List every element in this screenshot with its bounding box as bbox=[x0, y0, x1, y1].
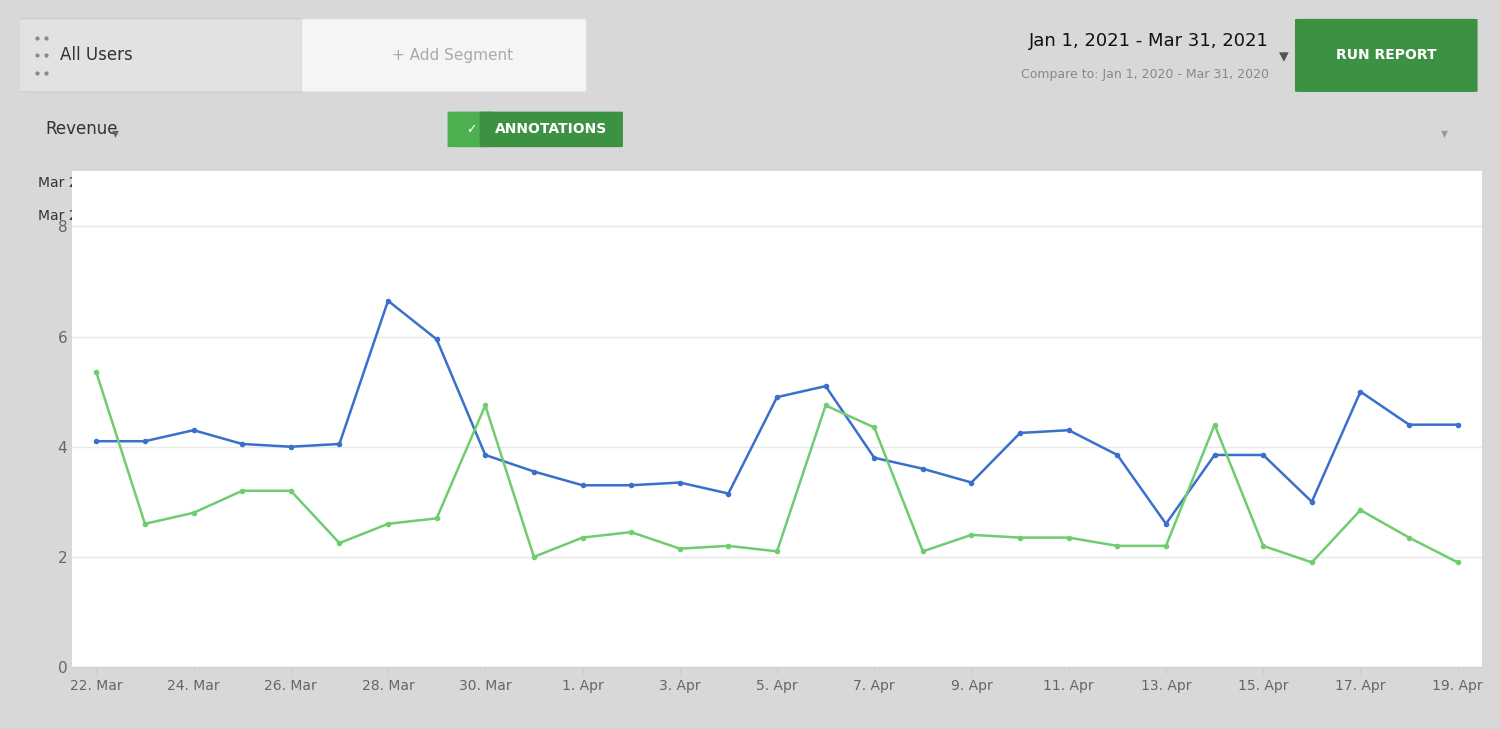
Text: Mar 22, 2020 - Apr 20, 2020:: Mar 22, 2020 - Apr 20, 2020: bbox=[39, 209, 238, 223]
Text: Compare to: Jan 1, 2020 - Mar 31, 2020: Compare to: Jan 1, 2020 - Mar 31, 2020 bbox=[1020, 68, 1269, 81]
Text: Mar 22, 2021 - Apr 20, 2021:: Mar 22, 2021 - Apr 20, 2021: bbox=[39, 176, 238, 190]
Text: ▾: ▾ bbox=[1280, 47, 1288, 66]
FancyBboxPatch shape bbox=[302, 19, 586, 92]
Text: Revenue: Revenue bbox=[46, 120, 118, 139]
Text: ▾: ▾ bbox=[111, 125, 118, 140]
Text: ✓: ✓ bbox=[465, 123, 476, 136]
Text: Jan 1, 2021 - Mar 31, 2021: Jan 1, 2021 - Mar 31, 2021 bbox=[1029, 32, 1269, 50]
Text: ▾: ▾ bbox=[1440, 125, 1448, 140]
FancyBboxPatch shape bbox=[480, 112, 622, 147]
Text: RUN REPORT: RUN REPORT bbox=[1336, 48, 1437, 63]
Text: + Add Segment: + Add Segment bbox=[392, 48, 513, 63]
FancyBboxPatch shape bbox=[447, 112, 495, 147]
FancyBboxPatch shape bbox=[1294, 19, 1478, 92]
Text: ANNOTATIONS: ANNOTATIONS bbox=[495, 122, 608, 136]
Text: Revenue (All Users): Revenue (All Users) bbox=[268, 176, 404, 190]
FancyBboxPatch shape bbox=[20, 19, 304, 92]
Text: All Users: All Users bbox=[60, 47, 134, 64]
Text: Revenue (All Users): Revenue (All Users) bbox=[268, 209, 404, 223]
